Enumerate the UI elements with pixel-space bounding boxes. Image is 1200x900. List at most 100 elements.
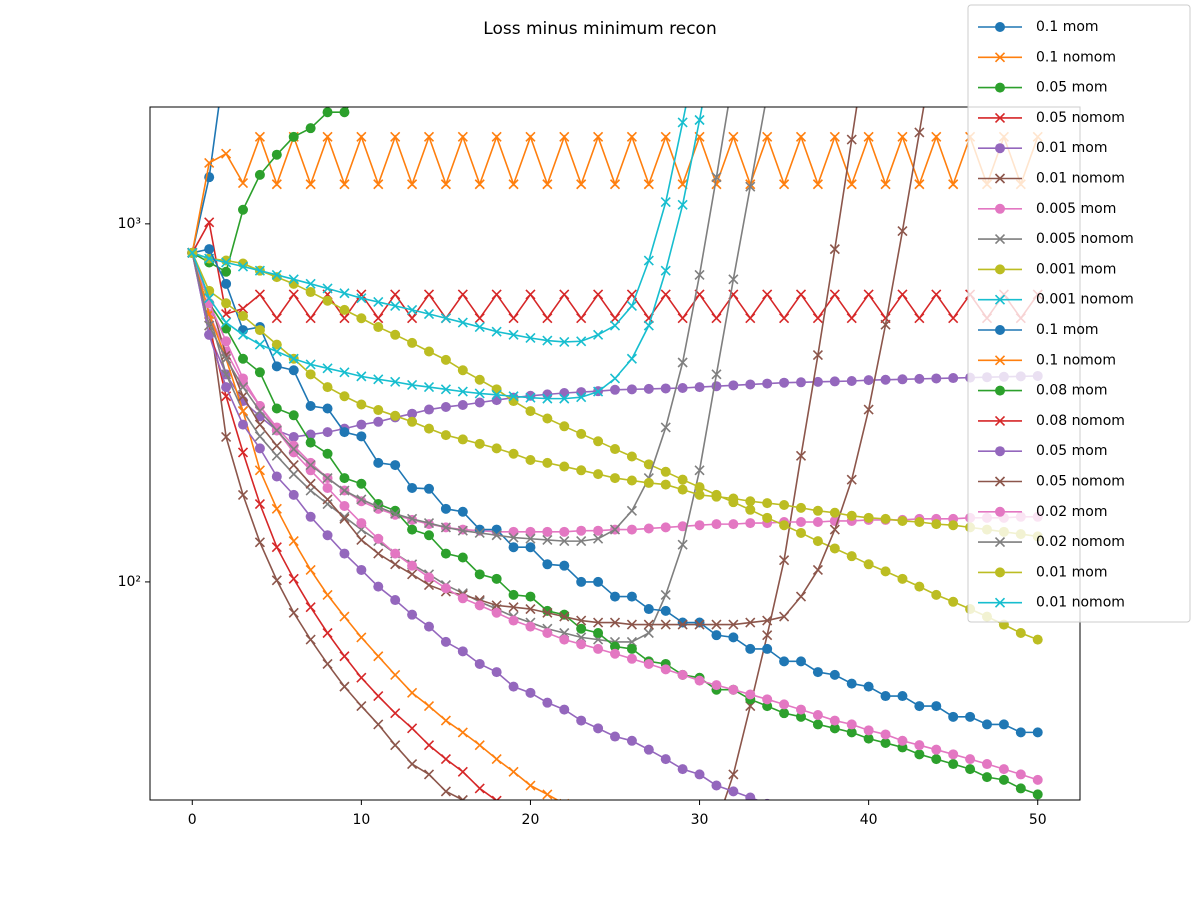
marker-dot — [1032, 727, 1043, 738]
marker-x — [457, 794, 468, 800]
marker-x — [994, 415, 1006, 426]
marker-dot — [610, 473, 620, 484]
marker-x — [271, 450, 282, 461]
x-tick-label: 30 — [691, 812, 709, 828]
x-tick-label: 40 — [860, 812, 878, 828]
marker-x — [660, 265, 671, 276]
marker-dot — [254, 367, 265, 378]
marker-x — [288, 573, 299, 584]
marker-dot — [812, 376, 823, 387]
marker-dot — [322, 382, 333, 393]
marker-x — [728, 131, 739, 142]
marker-x — [609, 617, 621, 628]
marker-x — [339, 611, 350, 622]
legend-label: 0.02 nomom — [1036, 534, 1125, 550]
marker-x — [457, 727, 468, 738]
marker-dot — [660, 605, 671, 616]
marker-x — [423, 701, 435, 712]
marker-dot — [356, 518, 367, 529]
marker-x — [271, 503, 282, 514]
marker-x — [440, 522, 451, 533]
marker-x — [339, 681, 350, 692]
marker-x — [288, 607, 299, 618]
marker-dot — [995, 82, 1005, 93]
marker-dot — [576, 428, 587, 439]
marker-dot — [897, 573, 908, 584]
marker-x — [694, 619, 705, 630]
y-tick-label: 10² — [118, 574, 141, 590]
marker-dot — [829, 723, 840, 734]
marker-x — [660, 422, 671, 433]
marker-dot — [457, 593, 468, 604]
marker-dot — [390, 595, 401, 606]
marker-dot — [407, 408, 418, 419]
marker-x — [457, 766, 468, 777]
legend-label: 0.1 nomom — [1036, 49, 1116, 65]
marker-dot — [390, 410, 401, 421]
marker-x — [711, 172, 722, 183]
marker-dot — [694, 675, 705, 686]
y-tick-label: 10³ — [118, 216, 141, 232]
marker-dot — [948, 711, 959, 722]
marker-dot — [829, 376, 840, 387]
marker-dot — [1032, 634, 1043, 645]
marker-x — [559, 536, 570, 547]
marker-x — [576, 336, 587, 347]
marker-x — [660, 197, 671, 208]
marker-dot — [305, 400, 316, 411]
marker-x — [254, 431, 265, 442]
x-tick-label: 50 — [1029, 812, 1047, 828]
marker-dot — [559, 387, 570, 398]
marker-dot — [542, 413, 553, 424]
marker-x — [576, 392, 587, 403]
marker-x — [440, 384, 451, 395]
marker-dot — [897, 374, 908, 385]
x-tick-label: 0 — [188, 812, 197, 828]
marker-dot — [965, 754, 976, 765]
marker-dot — [288, 410, 299, 421]
marker-x — [356, 371, 367, 382]
marker-x — [254, 498, 265, 510]
marker-dot — [914, 701, 925, 712]
marker-dot — [559, 526, 570, 537]
legend-label: 0.08 mom — [1036, 383, 1107, 399]
legend-label: 0.001 nomom — [1036, 292, 1134, 308]
marker-dot — [440, 430, 451, 441]
marker-dot — [829, 669, 840, 680]
chart-title: Loss minus minimum recon — [483, 19, 716, 39]
marker-x — [593, 131, 604, 142]
marker-x — [390, 300, 401, 311]
marker-dot — [863, 559, 874, 570]
axes: 0 10 20 30 40 50 10² 10³ — [118, 216, 1047, 828]
marker-x — [373, 179, 384, 190]
marker-dot — [440, 548, 451, 559]
marker-x — [593, 289, 604, 300]
marker-x — [728, 274, 739, 285]
marker-x — [254, 289, 265, 300]
marker-dot — [305, 437, 316, 448]
marker-x — [423, 131, 435, 142]
marker-x — [795, 131, 807, 142]
marker-x — [221, 317, 232, 328]
marker-dot — [880, 691, 891, 702]
marker-x — [677, 357, 688, 368]
marker-x — [508, 602, 519, 613]
marker-x — [254, 465, 265, 476]
marker-x — [542, 607, 553, 618]
legend-label: 0.1 nomom — [1036, 352, 1116, 368]
marker-x — [508, 179, 519, 190]
marker-dot — [271, 361, 282, 372]
marker-x — [356, 131, 367, 142]
marker-dot — [863, 733, 874, 744]
marker-x — [745, 617, 756, 628]
marker-x — [204, 320, 215, 331]
plot-area — [187, 107, 1043, 800]
marker-x — [914, 127, 925, 138]
marker-x — [322, 498, 333, 510]
marker-x — [373, 690, 384, 702]
marker-dot — [356, 478, 367, 489]
marker-x — [356, 701, 367, 712]
marker-dot — [271, 471, 282, 482]
marker-x — [626, 300, 637, 311]
marker-dot — [576, 525, 587, 536]
